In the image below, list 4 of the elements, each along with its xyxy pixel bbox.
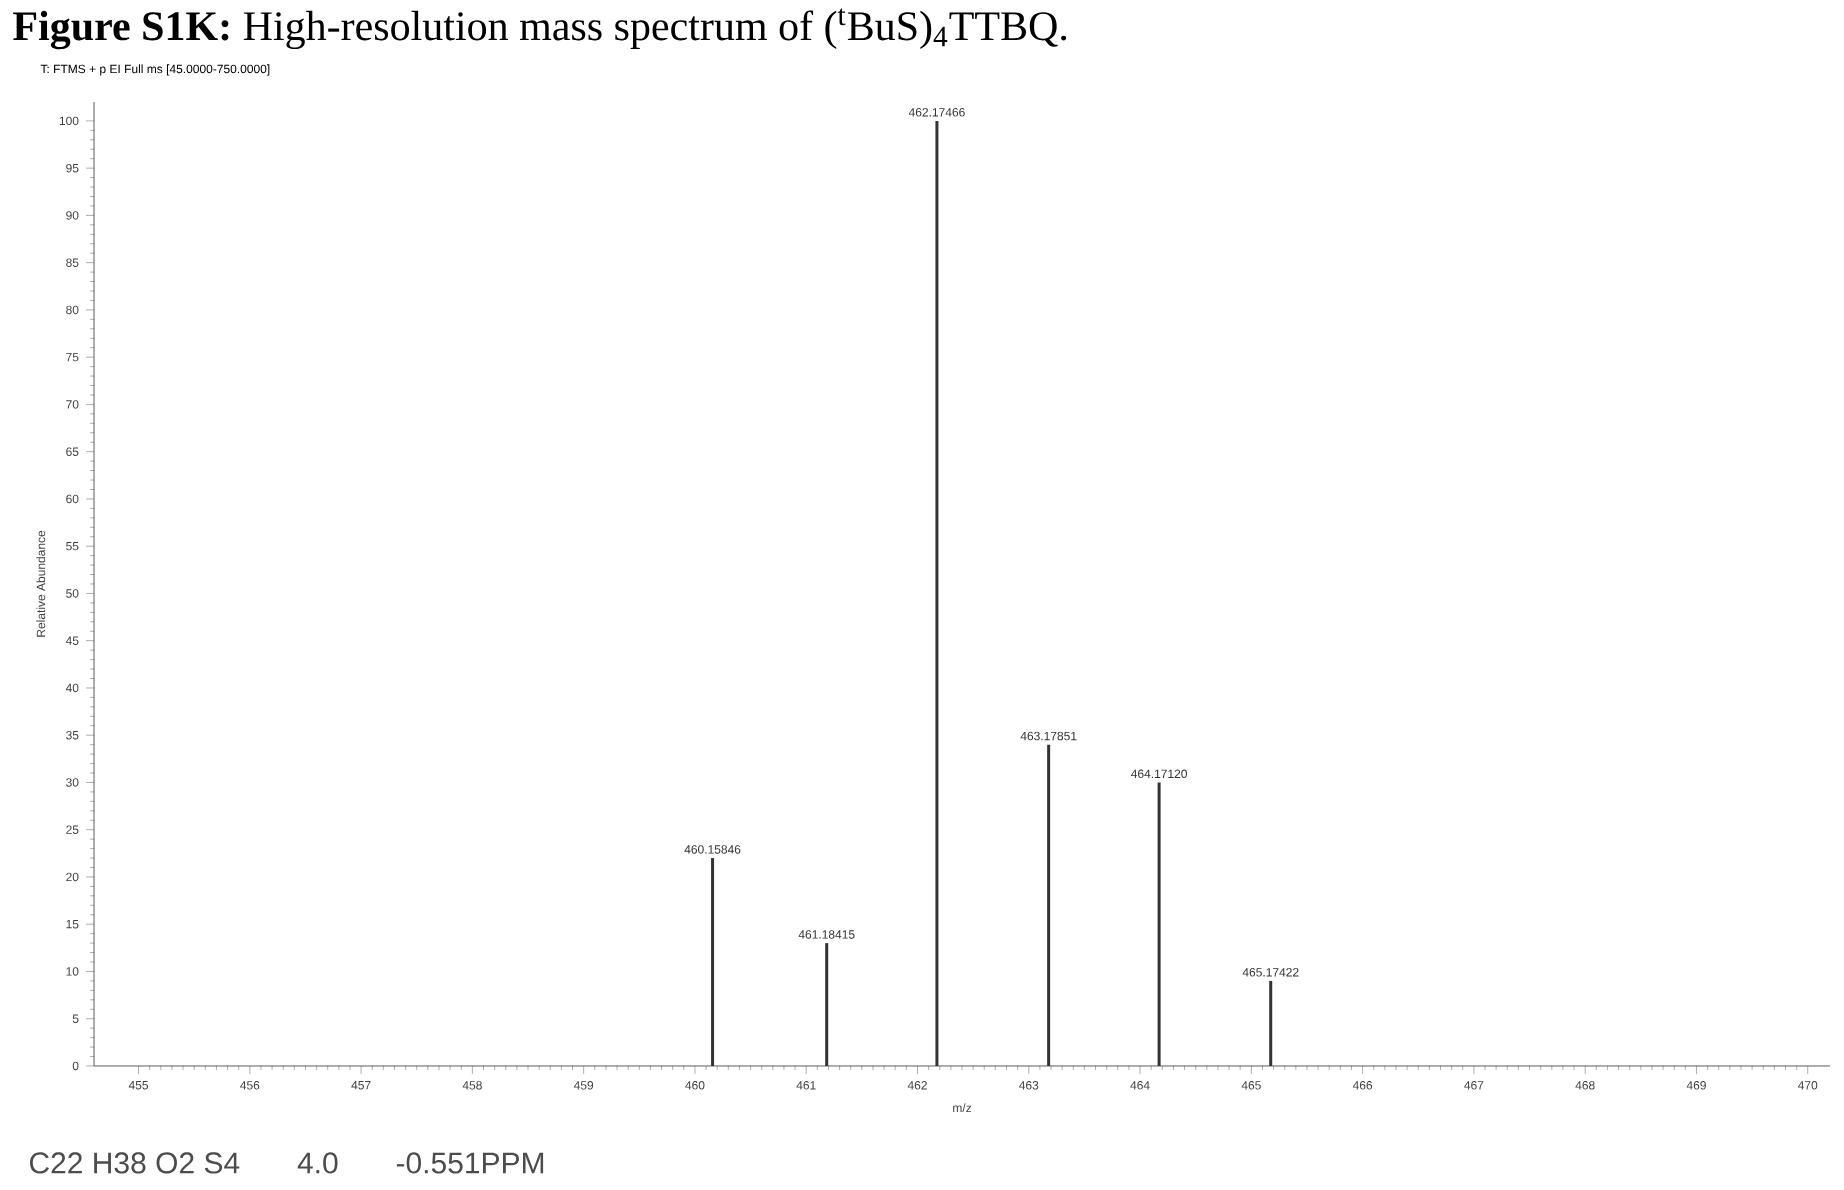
text: 4.0 <box>297 1152 338 1174</box>
text: -0.551PPM <box>396 1152 544 1174</box>
chart-title: Figure S1K: High-resolution mass spectrum of ($^{t}$BuS)$_{4}$TTBQ. <box>13 8 1067 50</box>
text: C22 H38 O2 S4 <box>29 1152 240 1174</box>
